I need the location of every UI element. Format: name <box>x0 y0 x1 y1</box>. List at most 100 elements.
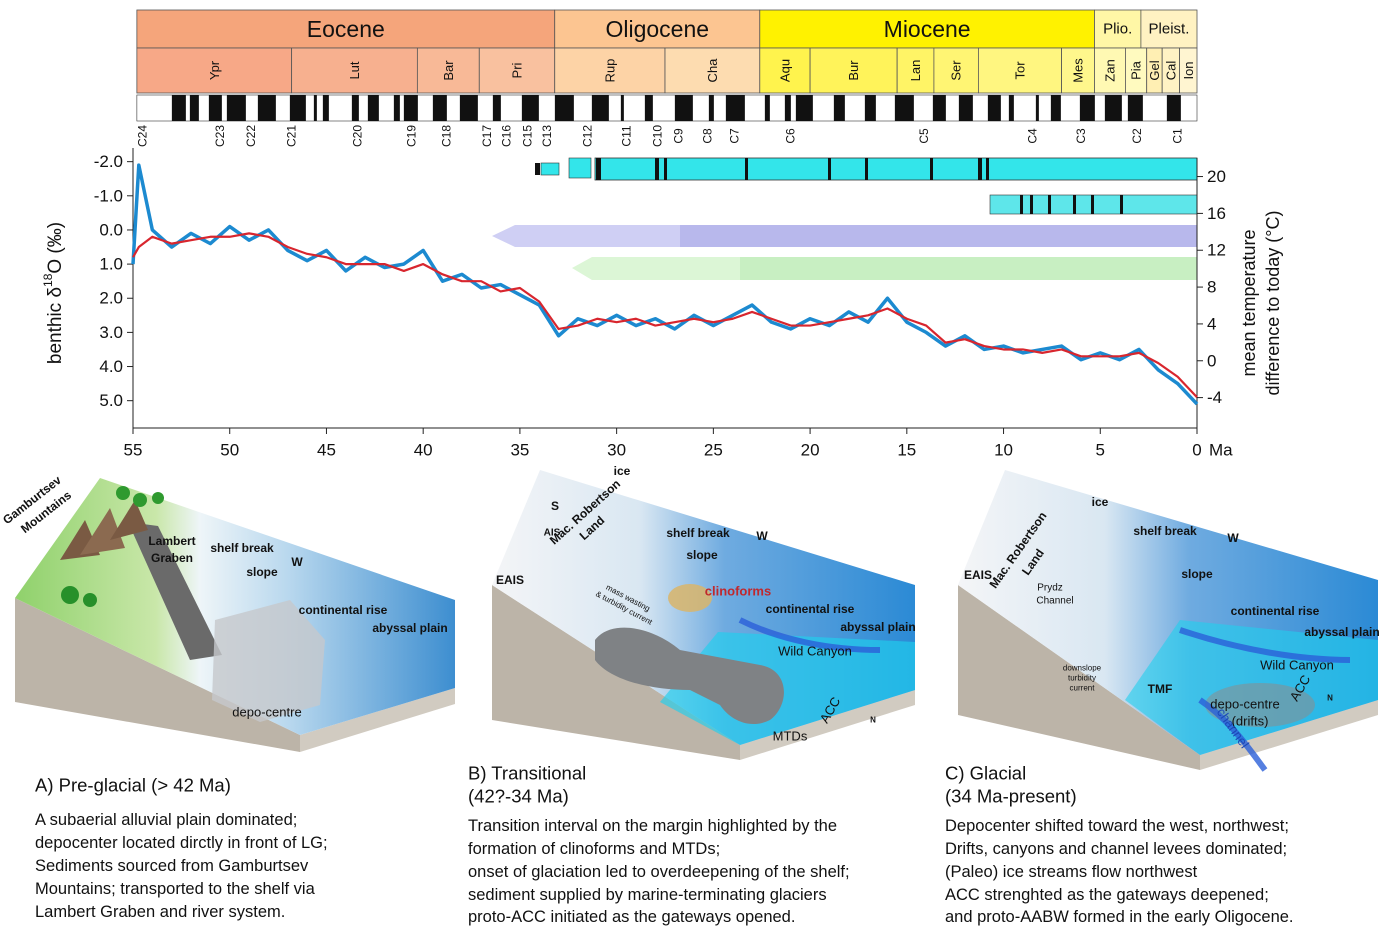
x-tick-label: 40 <box>414 441 433 460</box>
polarity-block <box>645 95 653 121</box>
ice-bar <box>595 158 1197 180</box>
stage-label: Aqu <box>777 59 792 82</box>
chron-label: C24 <box>136 125 150 147</box>
caption-line: ACC strenghted as the gateways deepened; <box>945 886 1269 904</box>
polarity-block <box>726 95 745 121</box>
polarity-block <box>522 95 539 121</box>
panel-c: Mac. Robertson Land ice shelf break W EA… <box>945 470 1380 926</box>
diagram-label: shelf break <box>210 541 274 555</box>
epoch-label: Oligocene <box>605 16 709 42</box>
diagram-label: downslope <box>1063 664 1102 673</box>
caption-line: proto-ACC initiated as the gateways open… <box>468 908 795 926</box>
polarity-block <box>1128 95 1143 121</box>
stage-label: Gel <box>1147 60 1162 80</box>
diagram-label: N <box>870 716 876 725</box>
y-axis-label-part: 18 <box>41 273 55 287</box>
caption-line: Transition interval on the margin highli… <box>468 817 837 835</box>
polarity-block <box>765 95 770 121</box>
caption-line: depocenter located dirctly in front of L… <box>35 834 328 852</box>
y-tick-label: -2.0 <box>94 152 123 171</box>
diagram-label: abyssal plain <box>372 621 447 635</box>
ice-bar <box>541 163 559 175</box>
polarity-block <box>258 95 276 121</box>
diagram-label: shelf break <box>666 526 730 540</box>
ice-bar <box>569 158 591 178</box>
polarity-block <box>394 95 400 121</box>
y-axis-label-part: O (‰) <box>45 222 66 274</box>
polarity-block <box>592 95 609 121</box>
caption-line: Lambert Graben and river system. <box>35 903 285 921</box>
polarity-block <box>895 95 914 121</box>
chron-label: C23 <box>213 125 227 147</box>
chron-label: C4 <box>1026 128 1040 144</box>
diagram-label: Channel <box>1036 596 1073 607</box>
caption-line: A subaerial alluvial plain dominated; <box>35 811 297 829</box>
stage-label: Ser <box>949 60 964 81</box>
polarity-block <box>209 95 222 121</box>
tree <box>116 486 130 500</box>
polarity-block <box>1036 95 1039 121</box>
stage-label: Cha <box>705 58 720 83</box>
y2-axis-label: difference to today (°C) <box>1263 211 1283 396</box>
epoch-label: Pleist. <box>1149 21 1190 38</box>
polarity-block <box>865 95 876 121</box>
y2-tick-label: 8 <box>1207 278 1216 297</box>
polarity-block <box>227 95 246 121</box>
diagram-label: W <box>1227 531 1239 545</box>
chron-label: C2 <box>1130 128 1144 144</box>
x-tick-label: 20 <box>801 441 820 460</box>
caption-line: (Paleo) ice streams flow northwest <box>945 863 1198 881</box>
diagram-label: N <box>1327 694 1333 703</box>
x-tick-label: 15 <box>897 441 916 460</box>
diagram-label: TMF <box>1148 682 1173 696</box>
x-tick-label: 45 <box>317 441 336 460</box>
x-tick-label: 35 <box>510 441 529 460</box>
tree <box>61 586 79 604</box>
x-tick-label: 30 <box>607 441 626 460</box>
chron-label: C15 <box>521 125 535 147</box>
diagram-label: abyssal plain <box>1304 625 1379 639</box>
arrow-band <box>680 225 1197 247</box>
caption-line: Drifts, canyons and channel levees domin… <box>945 840 1287 858</box>
x-unit: Ma <box>1209 441 1233 460</box>
stage-label: Rup <box>602 59 617 83</box>
y2-axis-label: mean temperature <box>1239 229 1259 376</box>
chron-label: C8 <box>701 128 715 144</box>
diagram-label: abyssal plain <box>840 620 915 634</box>
caption-line: and proto-AABW formed in the early Oligo… <box>945 908 1294 926</box>
diagram-label: EAIS <box>496 573 524 587</box>
x-tick-label: 5 <box>1096 441 1105 460</box>
ice-stripe <box>1020 195 1023 214</box>
ice-stripe <box>1073 195 1076 214</box>
diagram-label: S <box>551 499 559 513</box>
polarity-block <box>834 95 845 121</box>
arrow-band <box>740 257 1197 280</box>
y-tick-label: 1.0 <box>99 255 123 274</box>
x-tick-label: 55 <box>124 441 143 460</box>
ice-stripe <box>930 158 933 180</box>
polarity-block <box>709 95 714 121</box>
chron-label: C10 <box>650 125 664 147</box>
polarity-block <box>1105 95 1122 121</box>
x-tick-label: 10 <box>994 441 1013 460</box>
caption-line: sediment supplied by marine-terminating … <box>468 886 827 904</box>
chron-label: C12 <box>581 125 595 147</box>
caption-line: Mountains; transported to the shelf via <box>35 880 316 898</box>
ice-stripe <box>1120 195 1123 214</box>
chron-label: C22 <box>244 125 258 147</box>
diagram-label: ice <box>614 464 631 478</box>
ice-indicators <box>492 158 1197 280</box>
y2-tick-label: -4 <box>1207 388 1222 407</box>
diagram-label: current <box>1070 684 1096 693</box>
chron-label: C16 <box>499 125 513 147</box>
ice-stripe <box>596 158 601 180</box>
y-axis-label-part: benthic δ <box>45 287 66 364</box>
polarity-block <box>460 95 478 121</box>
ice-stripe <box>986 158 989 180</box>
chron-label: C3 <box>1074 128 1088 144</box>
diagram-label: Prydz <box>1037 583 1063 594</box>
caption-line: formation of clinoforms and MTDs; <box>468 840 720 858</box>
x-tick-label: 25 <box>704 441 723 460</box>
polarity-block <box>933 95 946 121</box>
diagram-label: W <box>291 555 303 569</box>
